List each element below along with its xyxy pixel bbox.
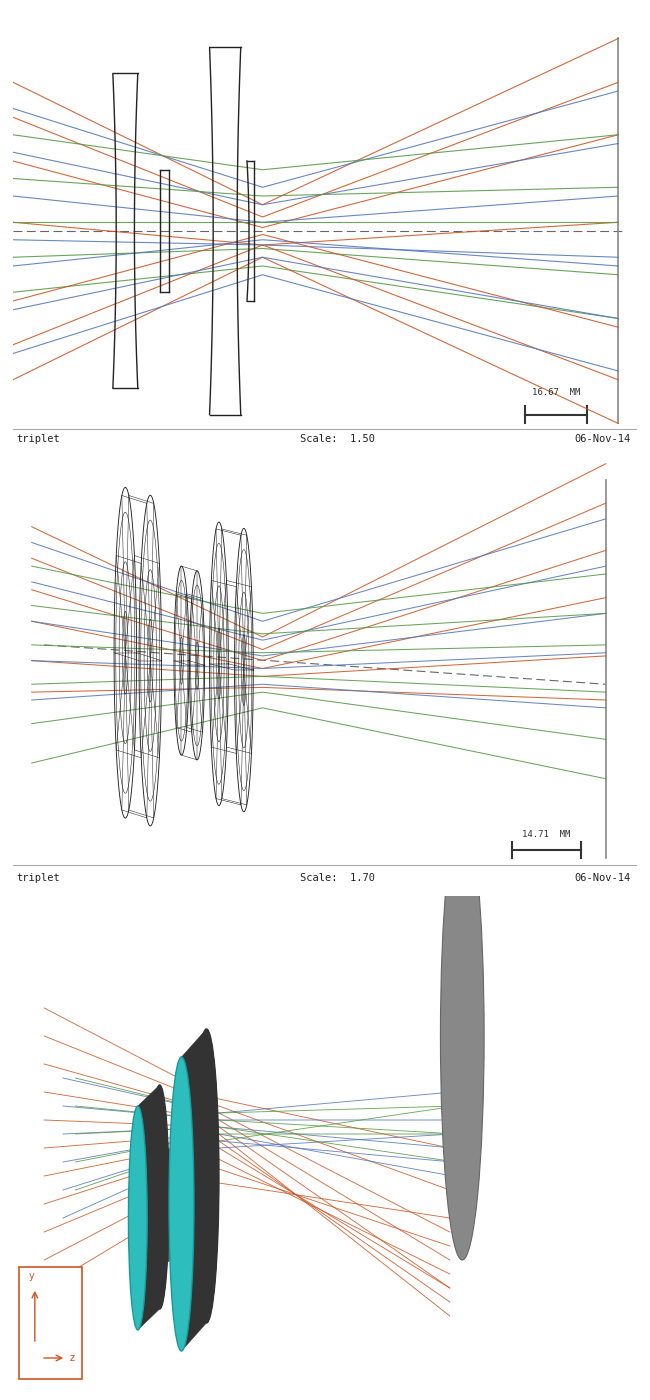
Text: triplet: triplet [16,874,60,883]
Ellipse shape [129,1106,147,1330]
Text: triplet: triplet [16,434,60,444]
Polygon shape [181,1029,219,1351]
Text: 14.71  MM: 14.71 MM [523,830,571,839]
Polygon shape [160,1141,181,1267]
Ellipse shape [150,1085,169,1309]
Text: y: y [29,1271,34,1281]
Text: Scale:  1.70: Scale: 1.70 [300,874,375,883]
Text: 06-Nov-14: 06-Nov-14 [575,874,630,883]
Polygon shape [138,1085,169,1330]
Text: 06-Nov-14: 06-Nov-14 [575,434,630,444]
Text: Scale:  1.50: Scale: 1.50 [300,434,375,444]
Text: 16.67  MM: 16.67 MM [532,388,580,398]
Ellipse shape [441,812,484,1260]
Ellipse shape [169,1057,194,1351]
Text: z: z [69,1352,74,1364]
Ellipse shape [194,1029,219,1323]
Bar [20,1267,82,1379]
